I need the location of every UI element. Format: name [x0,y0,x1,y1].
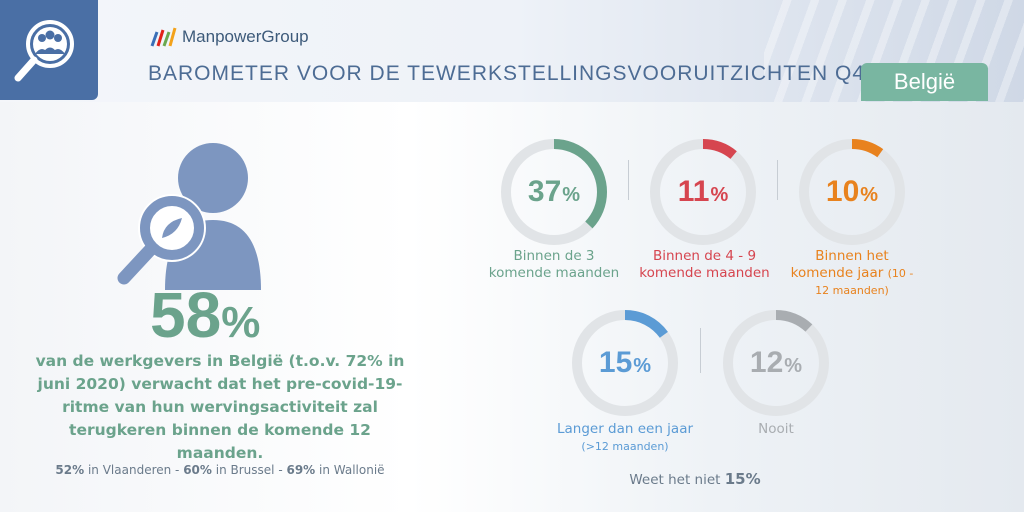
dont-know-note: Weet het niet 15% [610,470,780,488]
separator [777,160,778,200]
donut-chart: 12% [721,308,831,418]
donut-unit: % [710,183,729,206]
donut-label-text: Langer dan een jaar [556,421,694,437]
region-value: 52% [55,463,85,477]
donut-label-text: Binnen de 3 komende maanden [488,248,620,281]
donut-label: Binnen het komende jaar (10 - 12 maanden… [782,248,922,299]
separator [700,328,701,373]
donut-label: Binnen de 4 - 9 komende maanden [632,248,777,282]
headline-value: 58 [150,279,222,351]
donut-chart: 10% [797,137,907,247]
header-bar [0,0,1024,102]
donut-unit: % [860,183,879,206]
donut-sublabel: (10 - 12 maanden) [815,267,914,297]
region-label: in Wallonië [315,463,385,477]
donut-value: 11 [677,175,710,208]
donut-chart: 11% [648,137,758,247]
donut-label: Binnen de 3 komende maanden [484,248,624,282]
donut-value: 12 [749,346,784,379]
country-badge: België [861,63,988,101]
people-search-icon [0,0,98,100]
donut-label: Nooit [721,421,831,438]
regions-breakdown: 52% in Vlaanderen - 60% in Brussel - 69%… [30,463,410,477]
person-search-icon [110,140,285,300]
donut-unit: % [633,354,652,377]
donut-label-text: Nooit [758,421,794,437]
headline-description: van de werkgevers in België (t.o.v. 72% … [35,352,405,462]
donut-value: 15 [598,346,633,379]
donut-unit: % [562,183,581,206]
brand-logo: ManpowerGroup [148,26,309,48]
headline-unit: % [221,298,261,347]
donut-value: 37 [527,175,562,208]
region-value: 60% [183,463,212,477]
donut-label-text: Binnen het komende jaar [790,248,889,281]
manpower-logo-icon [150,27,177,47]
separator [628,160,629,200]
region-value: 69% [286,463,316,477]
region-label: in Brussel - [211,463,287,477]
donut-unit: % [784,354,803,377]
dont-know-value: 15% [724,470,761,488]
donut-sublabel: (>12 maanden) [581,440,669,453]
brand-name: ManpowerGroup [182,27,309,46]
page-title: BAROMETER VOOR DE TEWERKSTELLINGSVOORUIT… [148,62,898,85]
donut-chart: 15% [570,308,680,418]
donut-label-text: Binnen de 4 - 9 komende maanden [639,248,770,281]
donut-chart: 37% [499,137,609,247]
headline-percentage: 58% [150,283,260,355]
dont-know-label: Weet het niet [629,472,725,488]
region-label: in Vlaanderen - [84,463,184,477]
donut-value: 10 [825,175,860,208]
donut-label: Langer dan een jaar (>12 maanden) [550,421,700,455]
